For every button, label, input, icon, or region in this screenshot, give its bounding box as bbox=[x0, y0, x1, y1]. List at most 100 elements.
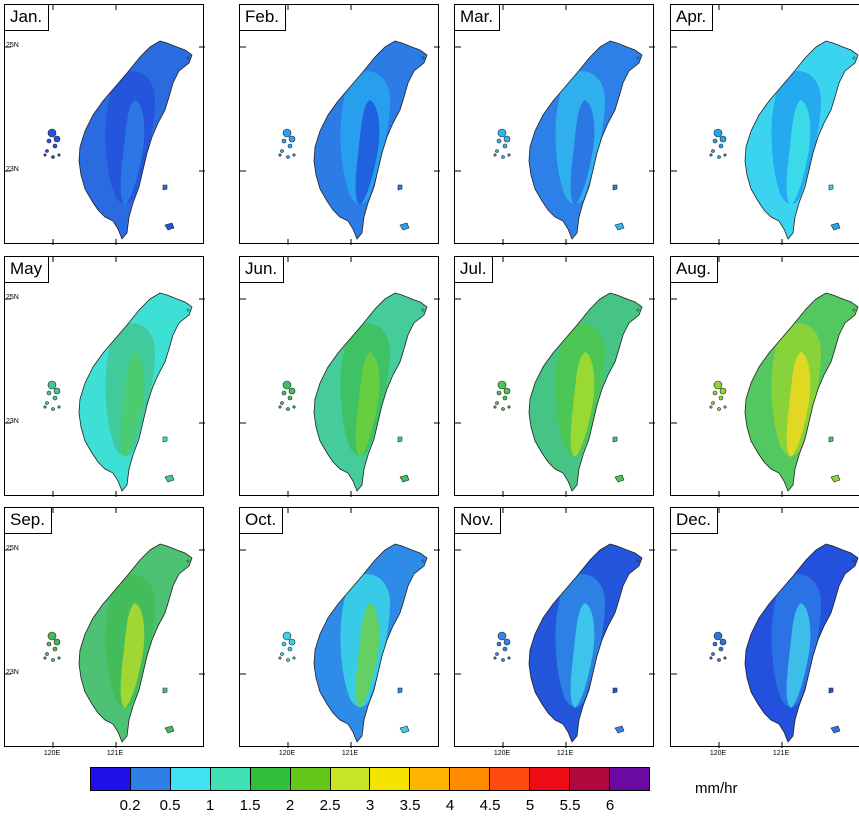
colorbar-tick-label: 0.2 bbox=[119, 797, 141, 814]
map-panel: Nov. bbox=[454, 507, 655, 748]
colorbar-swatch bbox=[290, 768, 331, 790]
latitude-label: 25N bbox=[6, 294, 19, 301]
colorbar-swatch bbox=[450, 768, 491, 790]
rainfall-field-base bbox=[79, 293, 192, 491]
keelung-islet bbox=[421, 56, 425, 60]
colorbar-tick-label: 3.5 bbox=[399, 797, 421, 814]
latitude-label: 23N bbox=[6, 669, 19, 676]
longitude-label: 121E bbox=[556, 750, 574, 757]
taiwan-map bbox=[5, 5, 205, 245]
month-label: Feb. bbox=[240, 5, 287, 31]
map-panel: Aug. bbox=[670, 256, 859, 497]
taiwan-map bbox=[455, 257, 655, 497]
penghu-islands bbox=[278, 631, 296, 662]
colorbar-tick-label: 4.5 bbox=[479, 797, 501, 814]
month-label: Jun. bbox=[240, 257, 285, 283]
latitude-label: 23N bbox=[6, 166, 19, 173]
latitude-label: 25N bbox=[6, 545, 19, 552]
penghu-islands bbox=[709, 380, 727, 411]
penghu-islands bbox=[278, 380, 296, 411]
keelung-islet bbox=[636, 56, 640, 60]
colorbar-swatch bbox=[250, 768, 291, 790]
colorbar-swatch bbox=[210, 768, 251, 790]
colorbar-tick-label: 6 bbox=[605, 797, 615, 814]
green-island bbox=[397, 436, 403, 443]
keelung-islet bbox=[636, 559, 640, 563]
rainfall-field-high bbox=[355, 352, 380, 457]
orchid-island bbox=[399, 725, 410, 734]
keelung-islet bbox=[852, 308, 856, 312]
colorbar-swatch bbox=[330, 768, 371, 790]
longitude-label: 120E bbox=[278, 750, 296, 757]
rainfall-field-high bbox=[570, 100, 595, 205]
rainfall-field-base bbox=[79, 544, 192, 742]
colorbar-tick-label: 1.5 bbox=[239, 797, 261, 814]
month-label: Dec. bbox=[671, 508, 718, 534]
month-label: Apr. bbox=[671, 5, 714, 31]
green-island bbox=[612, 184, 618, 191]
taiwan-map bbox=[5, 508, 205, 748]
map-panel: Jun. bbox=[239, 256, 440, 497]
rainfall-field-base bbox=[745, 293, 858, 491]
map-panel: May bbox=[4, 256, 205, 497]
rainfall-field-base bbox=[745, 41, 858, 239]
colorbar-tick-label: 5 bbox=[525, 797, 535, 814]
penghu-islands bbox=[43, 128, 61, 159]
taiwan-map bbox=[240, 257, 440, 497]
rainfall-field-high bbox=[570, 352, 595, 457]
coastline bbox=[78, 40, 193, 240]
taiwan-map bbox=[671, 257, 859, 497]
month-label: Jul. bbox=[455, 257, 494, 283]
green-island bbox=[162, 687, 168, 694]
month-label: Jan. bbox=[5, 5, 50, 31]
colorbar-tick-label: 1 bbox=[205, 797, 215, 814]
coastline bbox=[78, 292, 193, 492]
penghu-islands bbox=[493, 128, 511, 159]
penghu-islands bbox=[709, 631, 727, 662]
coastline bbox=[744, 543, 859, 743]
coastline bbox=[313, 40, 428, 240]
colorbar-tick-label: 4 bbox=[445, 797, 455, 814]
longitude-label: 120E bbox=[493, 750, 511, 757]
orchid-island bbox=[399, 474, 410, 483]
keelung-islet bbox=[421, 308, 425, 312]
rainfall-field-high bbox=[120, 352, 145, 457]
coastline bbox=[528, 40, 643, 240]
coastline bbox=[744, 292, 859, 492]
rainfall-field-base bbox=[314, 293, 427, 491]
green-island bbox=[828, 184, 834, 191]
rainfall-field-high bbox=[786, 352, 811, 457]
taiwan-map bbox=[5, 257, 205, 497]
taiwan-map bbox=[671, 508, 859, 748]
orchid-island bbox=[614, 222, 625, 231]
keelung-islet bbox=[186, 559, 190, 563]
colorbar-units-label: mm/hr bbox=[695, 780, 738, 797]
rainfall-field-base bbox=[529, 293, 642, 491]
coastline bbox=[313, 543, 428, 743]
map-panel: Feb. bbox=[239, 4, 440, 245]
rainfall-field-base bbox=[529, 41, 642, 239]
taiwan-map bbox=[240, 508, 440, 748]
rainfall-field-base bbox=[314, 41, 427, 239]
rainfall-field-high bbox=[120, 100, 145, 205]
keelung-islet bbox=[421, 559, 425, 563]
keelung-islet bbox=[186, 308, 190, 312]
coastline bbox=[78, 543, 193, 743]
rainfall-field-high bbox=[570, 603, 595, 708]
taiwan-map bbox=[240, 5, 440, 245]
orchid-island bbox=[614, 474, 625, 483]
month-label: Oct. bbox=[240, 508, 284, 534]
month-label: Sep. bbox=[5, 508, 52, 534]
keelung-islet bbox=[852, 559, 856, 563]
map-panel: Jul. bbox=[454, 256, 655, 497]
green-island bbox=[162, 436, 168, 443]
penghu-islands bbox=[43, 631, 61, 662]
colorbar bbox=[90, 767, 650, 791]
latitude-label: 25N bbox=[6, 42, 19, 49]
rainfall-field-base bbox=[529, 544, 642, 742]
coastline bbox=[313, 292, 428, 492]
map-panel: Dec. bbox=[670, 507, 859, 748]
orchid-island bbox=[164, 222, 175, 231]
penghu-islands bbox=[493, 631, 511, 662]
rainfall-field-high bbox=[355, 603, 380, 708]
